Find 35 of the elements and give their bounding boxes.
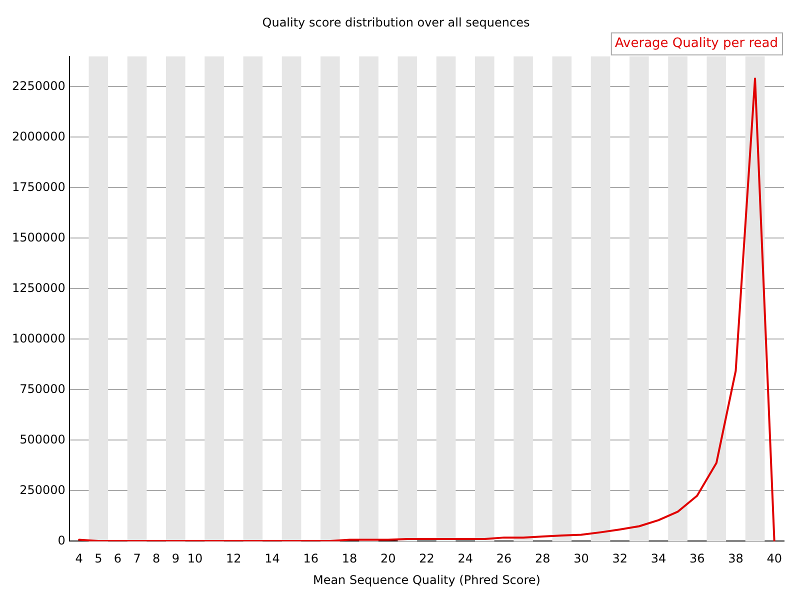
- x-tick-label: 4: [75, 552, 83, 566]
- x-tick-label: 30: [574, 552, 589, 566]
- x-tick-label: 36: [689, 552, 705, 566]
- x-tick-label: 22: [419, 552, 434, 566]
- x-tick-label: 16: [303, 552, 318, 566]
- y-tick-label: 250000: [20, 482, 66, 497]
- y-tick-label: 0: [58, 533, 66, 548]
- x-tick-label: 10: [187, 552, 203, 566]
- x-tick-label: 14: [264, 552, 280, 566]
- x-tick-label: 28: [534, 552, 550, 566]
- x-tick-label: 34: [650, 552, 666, 566]
- y-tick-label: 500000: [20, 432, 66, 446]
- y-tick-label: 1750000: [12, 180, 66, 194]
- y-tick-label: 1500000: [12, 230, 66, 244]
- y-tick-label: 2250000: [12, 78, 66, 93]
- y-tick-label: 1000000: [12, 331, 66, 346]
- x-tick-label: 26: [496, 552, 512, 566]
- x-tick-label: 18: [342, 552, 358, 566]
- chart-title: Quality score distribution over all sequences: [262, 15, 530, 30]
- x-tick-label: 9: [172, 552, 180, 566]
- x-tick-label: 6: [114, 552, 122, 566]
- y-tick-label: 2000000: [12, 129, 66, 144]
- x-tick-label: 32: [612, 552, 628, 566]
- x-tick-label: 24: [458, 552, 473, 566]
- x-tick-label: 20: [380, 552, 396, 566]
- y-tick-label: 750000: [20, 382, 66, 396]
- x-tick-label: 5: [94, 552, 102, 566]
- x-tick-label: 40: [766, 552, 782, 566]
- x-tick-label: 38: [728, 552, 744, 566]
- text: Average Quality per read: [614, 36, 778, 51]
- x-tick-label: 12: [226, 552, 242, 566]
- x-tick-label: 8: [152, 552, 160, 566]
- y-tick-label: 1250000: [12, 280, 66, 295]
- x-tick-label: 7: [133, 552, 141, 566]
- x-axis-title: Mean Sequence Quality (Phred Score): [312, 572, 540, 587]
